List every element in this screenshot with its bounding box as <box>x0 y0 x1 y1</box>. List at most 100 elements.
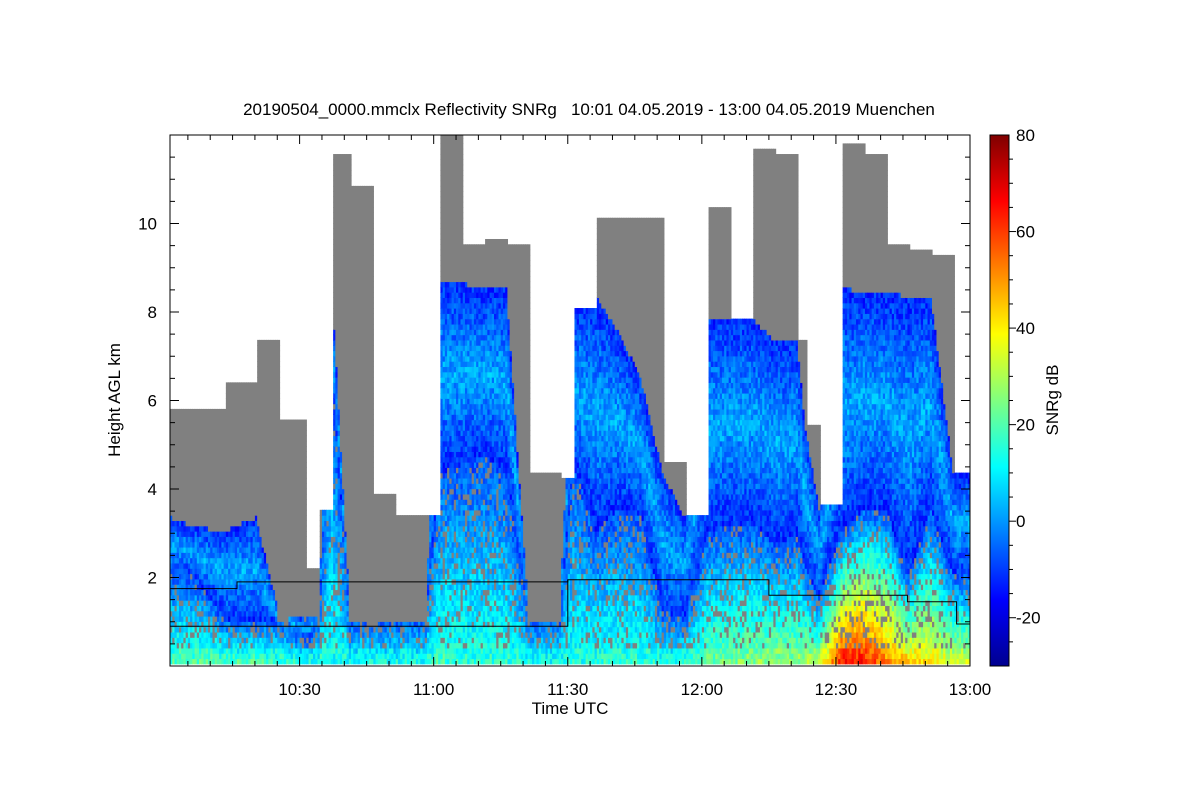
heatmap-cell <box>261 424 265 431</box>
heatmap-cell <box>297 483 301 490</box>
heatmap-cell <box>270 483 274 490</box>
heatmap-cell <box>194 520 198 527</box>
heatmap-cell <box>283 504 287 511</box>
heatmap-cell <box>205 451 209 458</box>
heatmap-cell <box>295 647 298 654</box>
heatmap-cell <box>297 536 301 543</box>
heatmap-cell <box>194 578 198 585</box>
heatmap-cell <box>207 446 211 452</box>
heatmap-cell <box>196 408 200 415</box>
heatmap-cell <box>201 557 205 564</box>
heatmap-cell <box>183 408 187 415</box>
heatmap-cell <box>176 578 180 585</box>
heatmap-cell <box>225 414 229 421</box>
heatmap-cell <box>228 403 231 410</box>
heatmap-cell <box>219 504 222 511</box>
heatmap-cell <box>232 637 236 644</box>
heatmap-cell <box>232 477 236 484</box>
heatmap-cell <box>210 605 214 612</box>
heatmap-cell <box>295 600 298 606</box>
heatmap-cell <box>237 509 240 516</box>
heatmap-cell <box>277 600 281 606</box>
heatmap-cell <box>214 552 218 559</box>
heatmap-cell <box>199 435 202 442</box>
heatmap-cell <box>196 594 200 601</box>
heatmap-cell <box>230 414 234 421</box>
heatmap-cell <box>283 525 287 532</box>
heatmap-cell <box>239 573 243 580</box>
heatmap-cell <box>248 541 252 548</box>
heatmap-cell <box>295 509 298 516</box>
heatmap-cell <box>319 605 323 612</box>
heatmap-cell <box>196 653 200 660</box>
heatmap-cell <box>178 584 182 591</box>
heatmap-cell <box>292 515 296 522</box>
heatmap-cell <box>237 477 240 484</box>
heatmap-cell <box>304 626 307 633</box>
heatmap-cell <box>190 578 193 585</box>
heatmap-cell <box>259 419 263 426</box>
heatmap-cell <box>232 616 236 622</box>
heatmap-cell <box>315 600 319 606</box>
heatmap-cell <box>304 424 307 431</box>
heatmap-cell <box>228 568 231 575</box>
heatmap-cell <box>239 642 243 649</box>
heatmap-cell <box>292 435 296 442</box>
heatmap-cell <box>225 520 229 527</box>
heatmap-cell <box>219 546 222 553</box>
heatmap-cell <box>237 493 240 500</box>
heatmap-cell <box>183 647 187 654</box>
heatmap-cell <box>321 658 325 665</box>
heatmap-cell <box>277 419 281 426</box>
heatmap-cell <box>219 451 222 458</box>
heatmap-cell <box>183 419 187 426</box>
heatmap-cell <box>219 557 222 564</box>
heatmap-cell <box>275 488 278 495</box>
heatmap-cell <box>248 600 252 606</box>
heatmap-cell <box>261 493 265 500</box>
heatmap-cell <box>192 546 196 553</box>
heatmap-cell <box>270 451 274 458</box>
heatmap-cell <box>241 658 245 665</box>
heatmap-cell <box>304 504 307 511</box>
heatmap-cell <box>315 605 319 612</box>
heatmap-cell <box>187 446 191 452</box>
heatmap-cell <box>223 631 227 638</box>
heatmap-cell <box>295 573 298 580</box>
heatmap-cell <box>223 488 227 495</box>
heatmap-cell <box>266 467 269 474</box>
heatmap-cell <box>292 568 296 575</box>
heatmap-cell <box>254 573 258 580</box>
heatmap-cell <box>181 504 184 511</box>
heatmap-cell <box>228 504 231 511</box>
heatmap-cell <box>228 382 231 389</box>
heatmap-cell <box>245 616 249 622</box>
heatmap-cell <box>199 430 202 437</box>
heatmap-cell <box>261 488 265 495</box>
heatmap-cell <box>261 451 265 458</box>
heatmap-cell <box>199 451 202 458</box>
heatmap-cell <box>219 419 222 426</box>
heatmap-cell <box>248 525 252 532</box>
heatmap-cell <box>183 483 187 490</box>
heatmap-cell <box>214 419 218 426</box>
heatmap-cell <box>183 541 187 548</box>
heatmap-cell <box>216 541 220 548</box>
heatmap-cell <box>304 531 307 537</box>
heatmap-cell <box>257 345 260 352</box>
heatmap-cell <box>181 414 184 421</box>
heatmap-cell <box>203 419 207 426</box>
heatmap-cell <box>317 637 321 644</box>
heatmap-cell <box>230 631 234 638</box>
heatmap-cell <box>297 610 301 617</box>
heatmap-cell <box>203 658 207 665</box>
heatmap-cell <box>348 169 352 176</box>
heatmap-cell <box>192 568 196 575</box>
heatmap-cell <box>319 642 323 649</box>
heatmap-cell <box>268 584 272 591</box>
heatmap-cell <box>277 366 281 373</box>
heatmap-cell <box>257 610 260 617</box>
heatmap-cell <box>176 631 180 638</box>
heatmap-cell <box>214 568 218 575</box>
